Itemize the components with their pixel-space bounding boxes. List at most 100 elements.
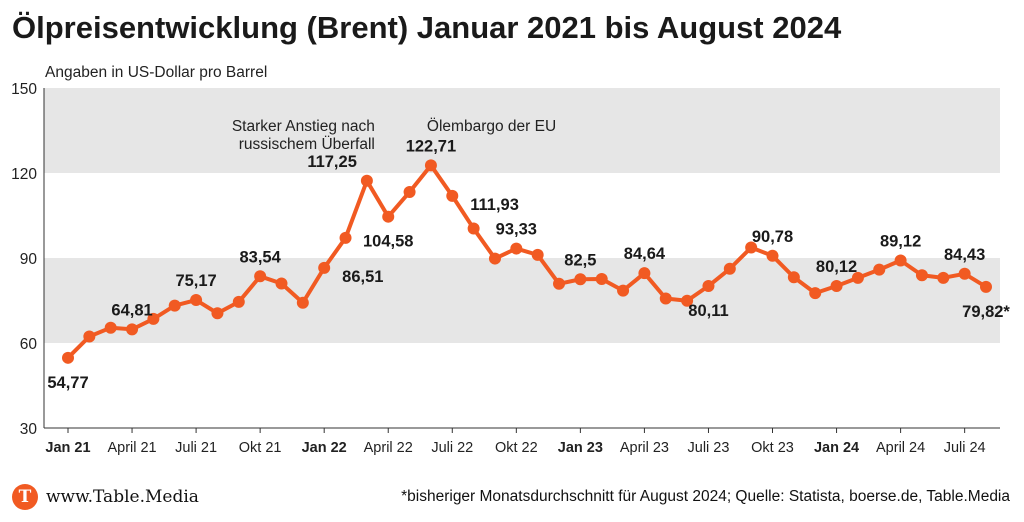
data-label: 111,93 xyxy=(470,196,519,214)
data-point xyxy=(723,262,736,275)
x-tick-label: April 23 xyxy=(620,440,669,456)
data-label: 104,58 xyxy=(363,233,413,251)
data-point xyxy=(980,280,992,293)
data-point xyxy=(958,267,971,280)
table-media-logo-icon: T xyxy=(12,484,38,510)
data-point xyxy=(851,271,864,284)
data-point xyxy=(424,159,437,172)
band xyxy=(44,258,1000,343)
x-tick-label: Juli 23 xyxy=(688,440,730,456)
data-labels: 54,77 64,81 75,17 83,54 86,51 117,25 104,58 122… xyxy=(47,137,1010,391)
site-link[interactable]: www.Table.Media xyxy=(46,487,199,507)
annotation-text: russischem Überfall xyxy=(239,135,375,153)
data-point xyxy=(83,330,96,343)
data-point xyxy=(809,287,822,300)
x-tick-label: Juli 22 xyxy=(431,440,473,456)
data-label: 86,51 xyxy=(342,268,383,286)
chart-title: Ölpreisentwicklung (Brent) Januar 2021 b… xyxy=(12,10,842,45)
data-point xyxy=(659,292,672,305)
annotation-text: Ölembargo der EU xyxy=(427,117,556,135)
data-point xyxy=(915,269,928,282)
data-point xyxy=(62,351,74,364)
data-point xyxy=(595,272,608,285)
x-tick-label: Juli 21 xyxy=(175,440,217,456)
x-axis-ticks: Jan 21 April 21 Juli 21 Okt 21 Jan 22 April 2… xyxy=(45,428,986,456)
data-label: 64,81 xyxy=(111,301,152,319)
data-point xyxy=(168,299,181,312)
line-chart: 30 60 90 120 150 Jan 21 April 21 Juli 21 Okt 21… xyxy=(11,81,1010,456)
data-label: 84,64 xyxy=(624,245,666,263)
data-point xyxy=(232,295,245,308)
data-point xyxy=(318,261,331,274)
data-point xyxy=(745,241,758,254)
data-point xyxy=(894,254,907,267)
x-tick-label: Juli 24 xyxy=(944,440,986,456)
data-label: 75,17 xyxy=(175,272,216,290)
data-label: 84,43 xyxy=(944,246,985,264)
x-tick-label: April 24 xyxy=(876,440,925,456)
brand[interactable]: T www.Table.Media xyxy=(12,484,199,510)
data-point xyxy=(104,321,117,334)
data-point xyxy=(339,231,352,244)
data-point xyxy=(510,242,523,255)
band xyxy=(44,88,1000,173)
data-point xyxy=(702,280,715,293)
data-point xyxy=(467,222,480,235)
source-note: *bisheriger Monatsdurchschnitt für Augus… xyxy=(401,488,1010,505)
data-point xyxy=(638,267,651,280)
data-point xyxy=(211,307,224,320)
data-point xyxy=(488,252,501,265)
data-label: 82,5 xyxy=(564,251,596,269)
data-point xyxy=(617,284,630,297)
x-tick-label: April 22 xyxy=(364,440,413,456)
x-tick-label: April 21 xyxy=(107,440,156,456)
data-point xyxy=(147,312,160,325)
data-point xyxy=(766,249,779,262)
data-label: 90,78 xyxy=(752,228,793,246)
y-axis-unit-label: Angaben in US-Dollar pro Barrel xyxy=(45,64,268,81)
x-tick-label: Jan 22 xyxy=(302,440,347,456)
x-tick-label: Jan 23 xyxy=(558,440,603,456)
data-point xyxy=(873,263,886,276)
data-label: 117,25 xyxy=(307,153,357,171)
y-tick-label: 30 xyxy=(20,421,38,438)
x-tick-label: Okt 22 xyxy=(495,440,538,456)
data-label: 80,11 xyxy=(688,302,728,320)
y-tick-label: 60 xyxy=(20,336,38,353)
x-tick-label: Jan 21 xyxy=(45,440,90,456)
x-tick-label: Okt 23 xyxy=(751,440,794,456)
data-point xyxy=(254,270,267,283)
x-tick-label: Okt 21 xyxy=(239,440,282,456)
data-label: 93,33 xyxy=(496,221,537,239)
data-point xyxy=(382,210,395,223)
data-point xyxy=(190,294,203,307)
data-point xyxy=(403,185,416,198)
x-tick-label: Jan 24 xyxy=(814,440,859,456)
data-point xyxy=(787,271,800,284)
data-point xyxy=(830,279,843,292)
data-label: 79,82* xyxy=(962,303,1010,321)
background-bands xyxy=(44,88,1000,343)
y-axis-ticks: 30 60 90 120 150 xyxy=(11,81,37,438)
data-point xyxy=(553,277,566,290)
data-point xyxy=(360,174,373,187)
y-tick-label: 150 xyxy=(11,81,37,98)
data-label: 89,12 xyxy=(880,232,921,250)
data-points xyxy=(62,159,992,364)
data-point xyxy=(275,277,288,290)
data-label: 122,71 xyxy=(406,137,456,155)
annotation-text: Starker Anstieg nach xyxy=(232,118,375,135)
data-label: 54,77 xyxy=(47,374,88,392)
data-point xyxy=(126,323,139,336)
y-tick-label: 120 xyxy=(11,166,37,183)
data-point xyxy=(574,273,587,286)
data-point xyxy=(531,248,544,261)
data-point xyxy=(681,294,694,307)
data-label: 80,12 xyxy=(816,258,857,276)
data-point xyxy=(446,189,459,202)
y-tick-label: 90 xyxy=(20,251,38,268)
data-label: 83,54 xyxy=(239,248,281,266)
data-point xyxy=(937,271,950,284)
data-point xyxy=(296,296,309,309)
